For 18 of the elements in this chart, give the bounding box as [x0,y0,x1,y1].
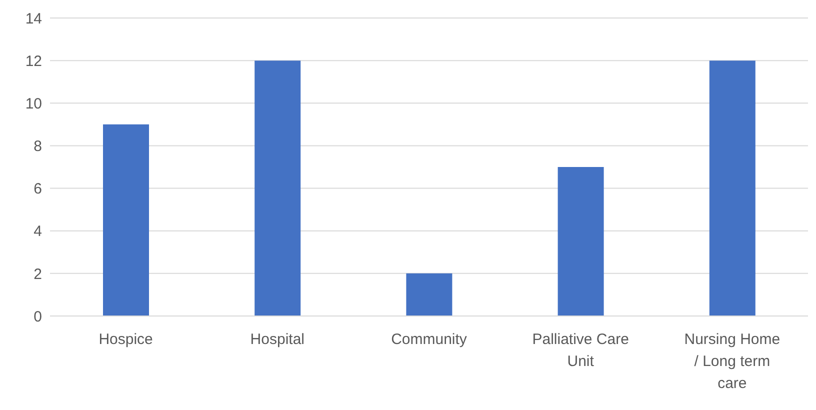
x-tick-label: Hospice [98,331,153,348]
y-tick-label: 0 [34,308,42,326]
x-tick-label: Community [391,331,468,348]
y-tick-label: 6 [34,180,42,198]
y-tick-label: 2 [34,266,42,283]
x-tick-label: Palliative Care Unit [532,331,629,370]
y-tick-label: 12 [25,52,42,70]
bar [558,167,604,316]
bar [103,124,149,316]
bar [254,60,301,316]
bar [406,273,452,316]
x-tick-label: Nursing Home / Long term care [684,331,780,392]
y-tick-label: 8 [34,138,42,156]
bar [709,60,756,316]
y-tick-label: 4 [34,223,42,240]
y-tick-label: 14 [25,10,42,28]
x-tick-label: Hospital [250,331,304,348]
y-tick-label: 10 [25,95,42,112]
